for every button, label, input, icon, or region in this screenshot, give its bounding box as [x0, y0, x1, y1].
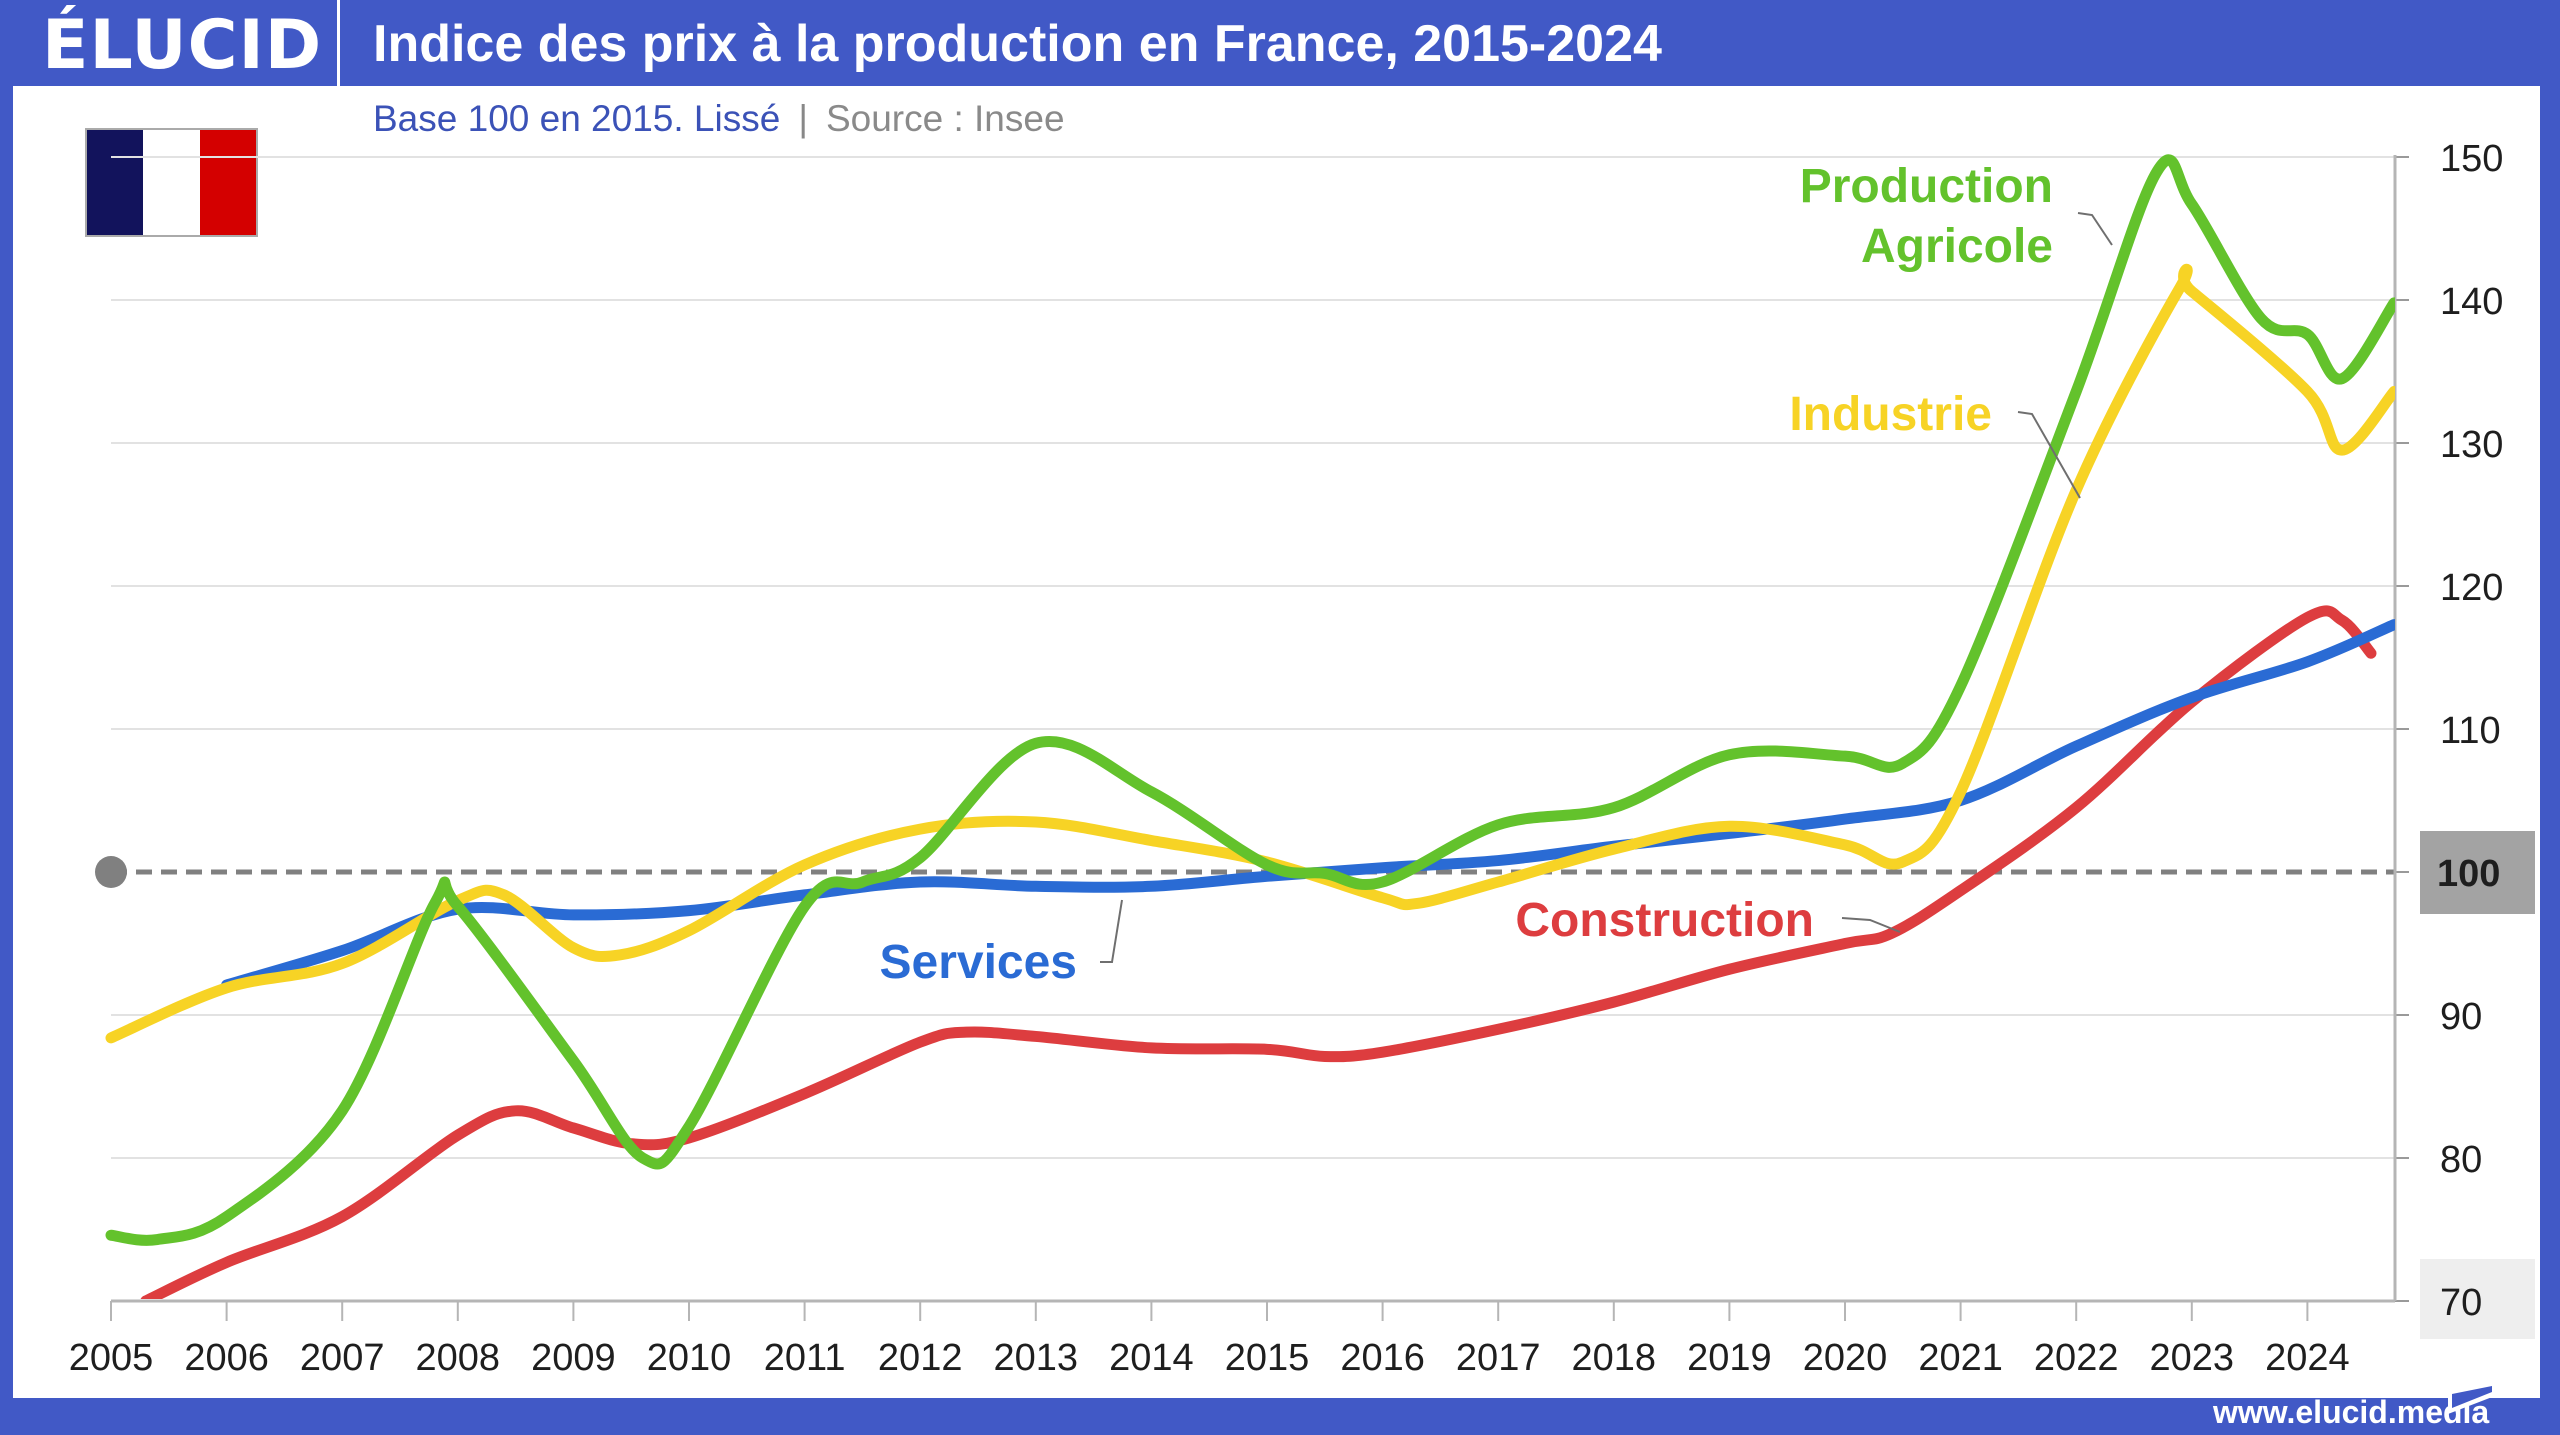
flag-stripe-blue: [87, 130, 144, 235]
axes: 70 80 90 100 110 120 130 140 150 2005 2006 2007 2008…: [69, 138, 2535, 1379]
x-tick-label-2014: 2014: [1109, 1337, 1194, 1379]
chart-panel: [13, 86, 2540, 1398]
x-tick-label-2008: 2008: [416, 1337, 501, 1379]
x-tick-label-2018: 2018: [1572, 1337, 1657, 1379]
chart-title: Indice des prix à la production en Franc…: [373, 15, 1662, 73]
reference-line-marker: [95, 856, 127, 888]
x-tick-label-2005: 2005: [69, 1337, 154, 1379]
y-tick-label-70: 70: [2440, 1282, 2482, 1324]
elucid-logo: ÉLUCID: [42, 6, 323, 85]
footer-url[interactable]: www.elucid.media: [2213, 1394, 2490, 1430]
x-tick-label-2019: 2019: [1687, 1337, 1772, 1379]
x-tick-label-2007: 2007: [300, 1337, 385, 1379]
x-tick-label-2015: 2015: [1225, 1337, 1310, 1379]
series-line-construction: [140, 605, 2377, 1299]
y-tick-label-80: 80: [2440, 1139, 2482, 1181]
x-tick-label-2012: 2012: [878, 1337, 963, 1379]
x-tick-label-2023: 2023: [2150, 1337, 2235, 1379]
subtitle-separator: |: [798, 98, 808, 139]
flag-stripe-white: [143, 130, 200, 235]
series-labels: Production Agricole Industrie Services Const…: [879, 160, 2113, 989]
y-tick-label-140: 140: [2440, 281, 2503, 323]
subtitle-source: Source : Insee: [825, 98, 1065, 139]
x-tick-label-2010: 2010: [647, 1337, 732, 1379]
x-tick-label-2021: 2021: [1918, 1337, 2003, 1379]
x-tick-label-2024: 2024: [2265, 1337, 2350, 1379]
x-tick-label-2022: 2022: [2034, 1337, 2119, 1379]
y-tick-label-120: 120: [2440, 567, 2503, 609]
chart-subtitle: Base 100 en 2015. Lissé | Source : Insee: [373, 98, 1065, 140]
header-divider: [337, 0, 340, 86]
series-line-agricole: [105, 154, 2395, 1246]
x-tick-label-2006: 2006: [184, 1337, 269, 1379]
x-tick-label-2013: 2013: [994, 1337, 1079, 1379]
y-tick-label-100: 100: [2437, 853, 2500, 895]
elucid-mark-icon: [2448, 1380, 2500, 1414]
series-label-agricole: Production: [1800, 160, 2053, 213]
x-tick-label-2009: 2009: [531, 1337, 616, 1379]
x-tick-label-2016: 2016: [1340, 1337, 1425, 1379]
x-tick-label-2020: 2020: [1803, 1337, 1888, 1379]
x-tick-label-2017: 2017: [1456, 1337, 1541, 1379]
flag-stripe-red: [199, 130, 256, 235]
series-label-construction: Construction: [1515, 894, 1814, 947]
y-tick-label-110: 110: [2440, 710, 2501, 752]
leader-line-construction: [1841, 917, 1901, 933]
y-label-box-70: [2420, 1259, 2535, 1339]
leader-line-services: [1100, 899, 1123, 963]
series-label-agricole: Agricole: [1861, 220, 2053, 273]
y-tick-label-150: 150: [2440, 138, 2503, 180]
france-flag-icon: [85, 128, 258, 237]
y-tick-label-90: 90: [2440, 996, 2482, 1038]
series-label-industrie: Industrie: [1789, 388, 1992, 441]
series-lines: [105, 154, 2395, 1299]
y-label-box-100: [2420, 831, 2535, 914]
series-line-industrie: [105, 263, 2395, 1044]
series-label-services: Services: [879, 936, 1077, 989]
leader-line-agricole: [2077, 212, 2113, 246]
y-tick-label-130: 130: [2440, 424, 2503, 466]
leader-line-industrie: [2017, 411, 2081, 499]
x-tick-label-2011: 2011: [764, 1337, 846, 1379]
grid-lines: [95, 156, 2395, 1159]
subtitle-base: Base 100 en 2015. Lissé: [373, 98, 781, 139]
